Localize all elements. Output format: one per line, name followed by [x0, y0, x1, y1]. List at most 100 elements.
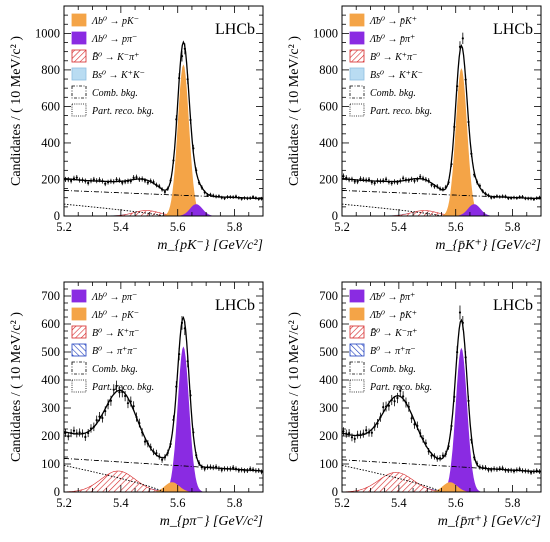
data-point: [118, 391, 121, 394]
data-point: [393, 400, 396, 403]
data-point: [529, 471, 533, 474]
data-point: [515, 468, 518, 472]
data-point: [192, 431, 195, 434]
experiment-label: LHCb: [493, 21, 533, 38]
data-point: [75, 432, 78, 435]
data-point: [521, 195, 524, 198]
y-tick-label: 200: [319, 172, 338, 186]
legend-label: Comb. bkg.: [92, 88, 138, 99]
y-axis-title: Candidates / ( 10 MeV/c² ): [287, 312, 302, 462]
data-point: [121, 181, 124, 184]
y-tick-label: 0: [332, 209, 338, 223]
data-point: [464, 78, 467, 81]
data-point: [155, 451, 158, 455]
y-tick-label: 600: [41, 317, 60, 331]
data-point: [433, 455, 436, 458]
data-point: [223, 467, 226, 470]
data-point: [146, 442, 149, 445]
legend-label: Λb⁰ → pK⁻: [91, 310, 139, 321]
y-tick-label: 1000: [313, 26, 338, 40]
data-point: [490, 468, 493, 471]
data-point: [200, 186, 203, 189]
legend-label: Comb. bkg.: [92, 364, 138, 375]
data-point: [232, 196, 235, 199]
data-point: [350, 436, 354, 439]
data-point: [447, 445, 450, 448]
data-point: [183, 327, 186, 330]
data-point: [70, 179, 73, 182]
data-point: [424, 442, 427, 445]
data-point: [487, 194, 490, 197]
x-tick-label: 5.4: [391, 496, 407, 510]
data-point: [373, 181, 376, 185]
data-point: [527, 197, 530, 200]
component-comb-bkg: [341, 459, 541, 473]
y-axis-title: Candidates / ( 10 MeV/c² ): [9, 312, 24, 462]
y-tick-label: 500: [41, 345, 60, 359]
data-point: [70, 432, 73, 435]
data-point: [484, 192, 487, 195]
data-point: [453, 125, 456, 129]
x-axis-title: m_{p̄K⁺} [GeV/c²]: [435, 238, 541, 253]
data-point: [421, 437, 425, 440]
legend-label: Part. reco. bkg.: [91, 382, 154, 393]
data-point: [481, 189, 484, 193]
y-tick-label: 600: [319, 99, 338, 113]
legend-label: Bs⁰ → K⁺K⁻: [370, 70, 423, 81]
data-point: [384, 405, 388, 408]
data-point: [470, 152, 473, 155]
data-point: [95, 418, 98, 422]
data-point: [72, 429, 76, 432]
y-tick-label: 800: [41, 63, 60, 77]
data-point: [458, 311, 462, 314]
data-point: [75, 176, 78, 179]
data-point: [206, 466, 209, 469]
legend-label: Λ̄b⁰ → p̄K⁺: [369, 16, 417, 27]
data-point: [98, 415, 101, 418]
experiment-label: LHCb: [215, 21, 255, 38]
legend-label: Bs⁰ → K⁺K⁻: [92, 70, 145, 81]
data-point: [419, 175, 422, 178]
legend-swatch: [71, 307, 87, 321]
y-tick-label: 200: [41, 172, 60, 186]
total-fit-curve: [63, 40, 264, 200]
data-point: [203, 467, 206, 470]
y-tick-label: 600: [41, 99, 60, 113]
y-tick-label: 500: [319, 345, 338, 359]
data-point: [129, 400, 132, 403]
data-point: [257, 197, 260, 201]
data-point: [507, 197, 510, 200]
legend-swatch: [71, 343, 87, 357]
y-tick-label: 600: [319, 317, 338, 331]
x-tick-label: 5.8: [505, 220, 521, 234]
data-point: [441, 454, 445, 457]
data-point: [410, 417, 413, 420]
data-point: [407, 179, 410, 182]
total-fit-curve: [341, 43, 542, 200]
y-tick-label: 700: [41, 289, 60, 303]
data-point: [132, 405, 135, 408]
data-point: [407, 405, 410, 408]
x-tick-label: 5.8: [227, 496, 243, 510]
data-point: [413, 423, 416, 426]
chart-panel-3: 5.2 5.4 5.6 5.8 0 100 200 300 400 500 600 700 m_{pπ⁻…: [9, 281, 264, 529]
data-point: [456, 350, 459, 354]
data-point: [404, 401, 408, 404]
legend-swatch: [71, 67, 87, 81]
data-point: [450, 424, 453, 428]
data-point: [146, 181, 149, 184]
data-point: [373, 425, 376, 428]
data-point: [356, 180, 359, 183]
data-point: [84, 179, 87, 183]
legend-label: Part. reco. bkg.: [369, 106, 432, 117]
data-point: [387, 180, 391, 184]
data-point: [209, 465, 212, 469]
data-point: [458, 45, 462, 48]
data-point: [237, 196, 240, 199]
y-tick-label: 800: [319, 63, 338, 77]
data-point: [186, 360, 189, 363]
x-tick-label: 5.2: [56, 496, 72, 510]
legend-swatch: [71, 13, 87, 27]
data-point: [163, 190, 167, 194]
